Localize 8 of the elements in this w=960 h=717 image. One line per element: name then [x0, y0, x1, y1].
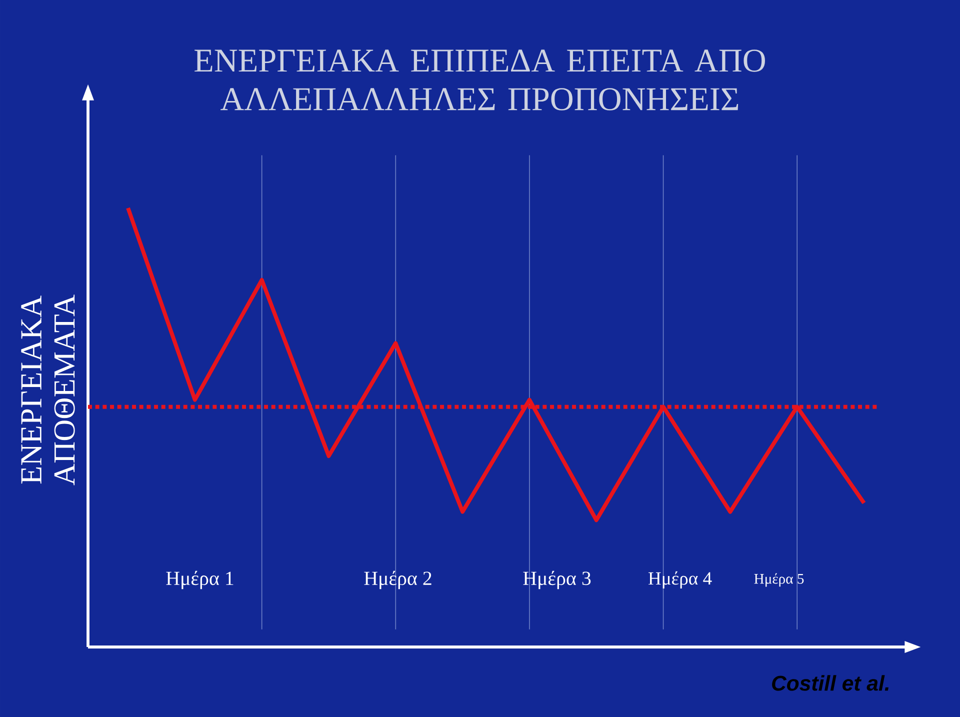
- annotation: Ημέρα 4: [648, 571, 712, 589]
- y-axis-title: ΕΝΕΡΓΕΙΑΚΑ ΑΠΟΘΕΜΑΤΑ: [21, 294, 75, 486]
- chart-title: ΕΝΕΡΓΕΙΑΚΑ ΕΠΙΠΕΔΑ ΕΠΕΙΤΑ ΑΠΟ ΑΛΛΕΠΑΛΛΗΛΕΣ ΠΡΟΠΟΝΗΣΕΙΣ: [194, 50, 765, 110]
- annotation: Ημέρα 1: [166, 570, 234, 590]
- annotation: Ημέρα 2: [364, 570, 432, 590]
- annotation: Ημέρα 5: [754, 573, 804, 587]
- annotation: Ημέρα 3: [523, 570, 591, 590]
- text: Costill et al.: [772, 675, 888, 691]
